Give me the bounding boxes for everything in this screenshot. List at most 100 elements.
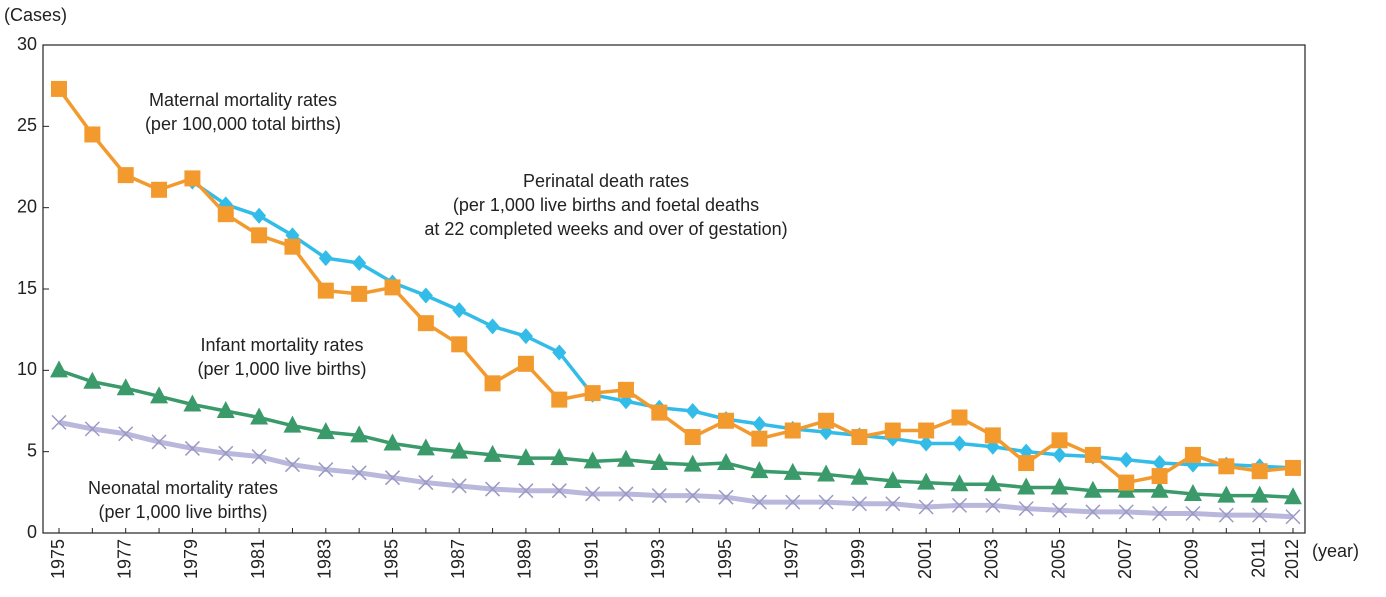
y-tick-label: 30	[17, 34, 37, 54]
x-tick-label: 1987	[448, 539, 468, 579]
marker	[1185, 505, 1201, 522]
x-tick-label: 1979	[181, 539, 201, 579]
marker	[785, 494, 801, 510]
marker	[1184, 446, 1201, 463]
series-note: (per 1,000 live births and foetal deaths	[453, 195, 759, 215]
marker	[583, 451, 602, 469]
marker	[617, 381, 634, 398]
series-label: Neonatal mortality rates	[88, 478, 278, 498]
marker	[918, 422, 935, 439]
marker	[83, 371, 102, 389]
marker	[1050, 477, 1069, 495]
x-tick-label: 1983	[315, 539, 335, 579]
marker	[383, 433, 402, 451]
marker	[218, 445, 234, 461]
series-note: (per 100,000 total births)	[145, 114, 341, 134]
marker	[1183, 483, 1202, 501]
marker	[884, 422, 901, 439]
x-tick-label: 1985	[381, 539, 401, 579]
marker	[1285, 509, 1301, 525]
marker	[1018, 455, 1035, 472]
marker	[1085, 504, 1101, 520]
marker	[817, 464, 836, 482]
x-tick-label: 2005	[1048, 539, 1068, 579]
marker	[818, 494, 834, 510]
marker	[1119, 451, 1134, 468]
marker	[517, 355, 534, 372]
marker	[919, 435, 934, 452]
marker	[1083, 480, 1102, 498]
x-tick-label: 1977	[114, 539, 134, 579]
marker	[752, 416, 767, 433]
marker	[1152, 455, 1167, 472]
marker	[283, 415, 302, 433]
marker	[84, 421, 100, 437]
series-note: (per 1,000 live births)	[197, 359, 366, 379]
series-label: Infant mortality rates	[200, 335, 363, 355]
marker	[384, 279, 401, 296]
series-label: Maternal mortality rates	[149, 90, 337, 110]
series-line	[57, 87, 1294, 485]
marker	[485, 318, 500, 335]
marker	[685, 488, 701, 504]
marker	[1218, 507, 1234, 523]
marker	[985, 497, 1001, 513]
marker	[518, 328, 533, 345]
marker	[1217, 485, 1236, 503]
marker	[951, 409, 968, 426]
marker	[284, 457, 300, 473]
series-line	[58, 419, 1294, 520]
marker	[952, 435, 967, 452]
x-tick-label: 1993	[648, 539, 668, 579]
x-axis-label: (year)	[1312, 541, 1359, 561]
marker	[450, 441, 469, 459]
marker	[983, 474, 1002, 492]
marker	[1051, 432, 1068, 449]
x-tick-label: 2003	[982, 539, 1002, 579]
marker	[252, 207, 267, 224]
series-line	[191, 180, 1294, 470]
x-tick-label: 2007	[1115, 539, 1135, 579]
marker	[451, 336, 468, 353]
marker	[351, 465, 367, 481]
marker	[118, 426, 134, 442]
marker	[685, 403, 700, 419]
marker	[117, 167, 134, 184]
marker	[350, 425, 369, 443]
y-tick-label: 20	[17, 196, 37, 216]
marker	[516, 448, 535, 466]
marker	[1218, 458, 1235, 475]
marker	[1052, 502, 1068, 518]
marker	[1017, 477, 1036, 495]
marker	[452, 302, 467, 319]
marker	[751, 430, 768, 447]
series-label: Perinatal death rates	[523, 171, 689, 191]
marker	[384, 470, 401, 486]
marker	[1284, 487, 1302, 505]
marker	[184, 440, 200, 456]
marker	[250, 407, 269, 425]
marker	[1052, 446, 1067, 463]
marker	[651, 488, 667, 504]
marker	[783, 462, 802, 480]
marker	[485, 481, 501, 497]
marker	[451, 478, 467, 494]
marker	[684, 429, 701, 446]
marker	[418, 287, 433, 304]
marker	[116, 378, 135, 396]
marker	[1018, 501, 1034, 517]
marker	[1150, 480, 1169, 498]
y-tick-label: 5	[27, 440, 37, 460]
marker	[718, 412, 735, 429]
x-tick-label: 1975	[48, 539, 68, 579]
marker	[51, 414, 67, 430]
marker	[150, 386, 169, 404]
marker	[851, 496, 867, 512]
marker	[850, 467, 869, 485]
x-tick-label: 1999	[848, 539, 868, 579]
x-tick-label: 2012	[1282, 539, 1302, 579]
marker	[651, 404, 668, 421]
marker	[1084, 446, 1101, 463]
marker	[917, 472, 936, 490]
